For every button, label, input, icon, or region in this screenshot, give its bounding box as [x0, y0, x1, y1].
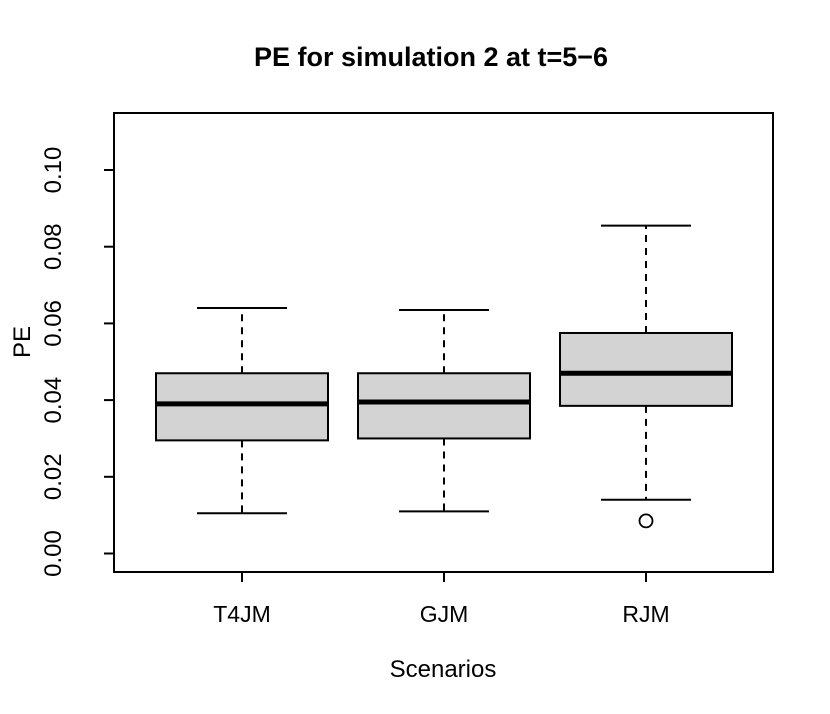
x-axis-label: Scenarios — [390, 656, 497, 683]
x-axis: T4JM GJM RJM — [213, 572, 670, 627]
outlier-point — [638, 513, 654, 529]
boxplot-gjm — [357, 308, 531, 513]
x-tick-label-rjm: RJM — [622, 601, 669, 627]
y-tick-label: 0.06 — [40, 300, 67, 347]
iqr-box — [155, 372, 329, 442]
y-axis-label: PE — [9, 326, 36, 358]
x-tick-label-t4jm: T4JM — [213, 601, 271, 627]
y-tick-label: 0.10 — [40, 147, 67, 194]
y-tick-label: 0.08 — [40, 223, 67, 270]
y-tick-label: 0.00 — [40, 530, 67, 577]
boxplot-rjm — [559, 224, 733, 529]
y-axis: 0.00 0.02 0.04 0.06 0.08 0.10 — [40, 147, 114, 577]
iqr-box — [559, 331, 733, 407]
y-tick-label: 0.04 — [40, 377, 67, 424]
x-tick-label-gjm: GJM — [420, 601, 469, 627]
chart-title: PE for simulation 2 at t=5−6 — [254, 42, 608, 72]
boxes — [155, 224, 733, 529]
iqr-box — [357, 372, 531, 440]
y-tick-label: 0.02 — [40, 453, 67, 500]
boxplot-t4jm — [155, 307, 329, 515]
